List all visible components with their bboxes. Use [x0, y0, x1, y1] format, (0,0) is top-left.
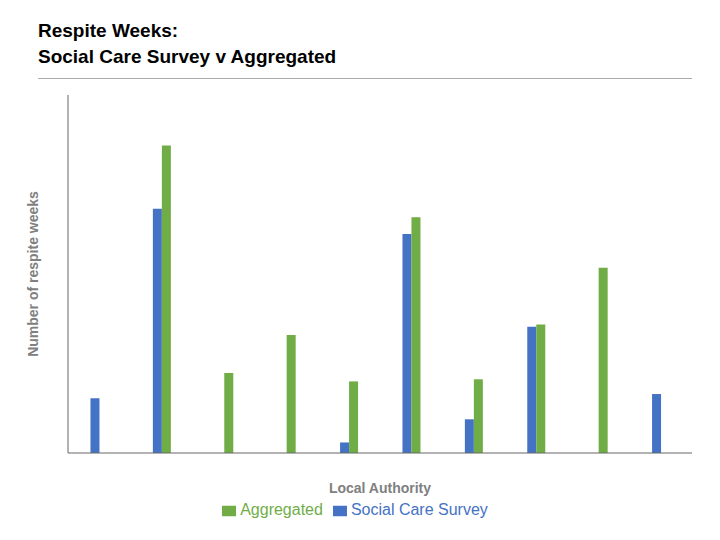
svg-text:Local Authority: Local Authority	[329, 480, 431, 496]
html-text:Social Care Survey v Aggregate: Social Care Survey v Aggregated	[38, 46, 337, 67]
svg-text:Number of respite weeks: Number of respite weeks	[25, 191, 41, 357]
html-text:Aggregated: Aggregated	[240, 501, 323, 518]
html-text:Social Care Survey: Social Care Survey	[350, 501, 488, 518]
html-text:Respite Weeks:: Respite Weeks:	[38, 20, 179, 41]
